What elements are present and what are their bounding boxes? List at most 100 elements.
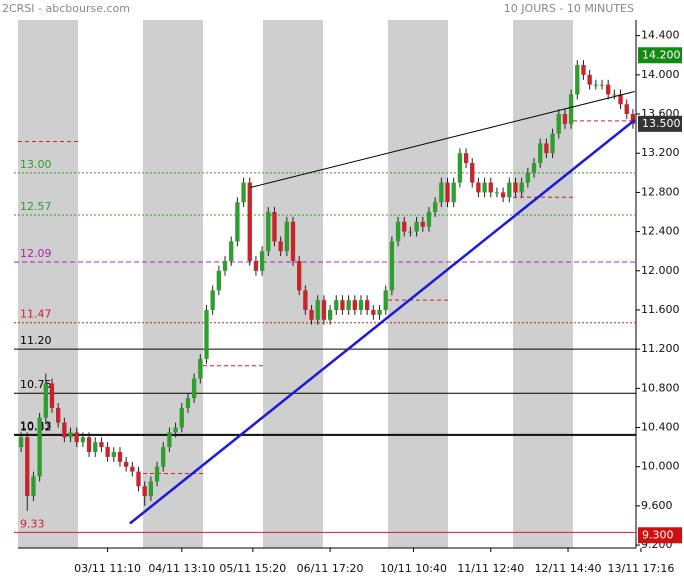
candle-body — [519, 182, 524, 193]
candle-body — [80, 437, 86, 443]
candle-body — [500, 192, 506, 198]
candle-body — [538, 143, 543, 164]
price-badge — [638, 115, 682, 132]
candle-body — [525, 172, 531, 183]
level-label: 10.75 — [20, 378, 52, 391]
y-tick-label: 10.400 — [641, 421, 680, 434]
candle-body — [476, 182, 481, 193]
x-tick-label: 11/11 12:40 — [457, 562, 524, 575]
candle-body — [346, 300, 351, 310]
level-label: 12.09 — [20, 247, 52, 260]
candle-body — [247, 182, 252, 261]
day-band — [143, 20, 203, 548]
candle-body — [259, 251, 265, 271]
x-tick-label: 13/11 17:16 — [607, 562, 674, 575]
candle-body — [358, 300, 364, 310]
candle-body — [161, 447, 166, 467]
candle-body — [426, 212, 432, 227]
candle-body — [123, 461, 129, 467]
candle-body — [191, 378, 197, 399]
day-band — [263, 20, 323, 548]
price-badge-label: 13.500 — [642, 117, 681, 130]
candle-body — [297, 260, 302, 291]
candle-body — [457, 153, 463, 183]
candle-body — [167, 432, 172, 448]
x-tick-label: 05/11 15:20 — [219, 562, 286, 575]
day-band — [388, 20, 448, 548]
candle-body — [315, 300, 320, 320]
candle-body — [593, 84, 598, 86]
candle-body — [31, 476, 36, 497]
candle-body — [513, 182, 518, 193]
candle-body — [630, 114, 636, 124]
candle-body — [210, 290, 215, 310]
candle-body — [303, 290, 308, 310]
candle-body — [321, 300, 327, 320]
candle-body — [451, 182, 456, 203]
candle-body — [222, 260, 228, 271]
x-tick-label: 12/11 14:40 — [535, 562, 602, 575]
candle-body — [37, 417, 42, 477]
y-tick-label: 11.600 — [641, 303, 680, 316]
y-tick-label: 12.000 — [641, 264, 680, 277]
candle-body — [290, 221, 296, 261]
y-tick-label: 10.000 — [641, 460, 680, 473]
candle-body — [111, 452, 116, 457]
candle-body — [531, 163, 537, 173]
candle-body — [544, 143, 549, 154]
candle-body — [414, 221, 419, 232]
candle-body — [575, 65, 580, 95]
candle-body — [402, 221, 407, 232]
trend-line — [129, 118, 636, 525]
candle-body — [68, 432, 73, 438]
y-tick-label: 12.400 — [641, 225, 680, 238]
candle-body — [581, 65, 586, 75]
candle-body — [383, 290, 388, 310]
candle-body — [494, 192, 500, 194]
candle-body — [154, 466, 160, 482]
candle-body — [550, 133, 555, 154]
candle-body — [488, 182, 493, 193]
x-tick-label: 06/11 17:20 — [297, 562, 364, 575]
chart-subtitle: 10 JOURS - 10 MINUTES — [504, 2, 634, 15]
candle-body — [352, 300, 357, 310]
x-tick-label: 03/11 11:10 — [74, 562, 141, 575]
candle-body — [278, 241, 283, 252]
candle-body — [229, 241, 234, 261]
y-tick-label: 14.000 — [641, 68, 680, 81]
chart-title: 2CRSI - abcbourse.com — [2, 2, 130, 15]
candle-body — [568, 94, 574, 124]
candle-body — [272, 212, 277, 242]
candle-body — [241, 182, 246, 203]
candle-body — [142, 486, 147, 497]
level-label: 11.47 — [20, 308, 52, 321]
candle-body — [340, 300, 345, 310]
candle-body — [389, 241, 395, 291]
candle-body — [173, 427, 178, 433]
day-band — [513, 20, 573, 548]
y-tick-label: 12.800 — [641, 185, 680, 198]
candle-body — [309, 309, 314, 320]
candle-body — [148, 481, 154, 497]
candle-body — [136, 471, 141, 487]
level-label: 9.33 — [20, 517, 45, 530]
candle-body — [185, 398, 191, 408]
candle-body — [56, 407, 61, 423]
candle-body — [618, 94, 623, 105]
candle-body — [105, 447, 110, 457]
level-label: 13.00 — [20, 158, 52, 171]
candle-body — [606, 84, 611, 95]
candle-body — [420, 221, 425, 227]
candle-body — [74, 432, 79, 443]
candle-body — [377, 309, 382, 315]
candle-body — [334, 300, 339, 310]
candle-body — [482, 182, 487, 193]
candle-body — [204, 309, 209, 359]
candle-body — [216, 270, 222, 291]
candle-body — [327, 309, 333, 320]
level-label: 10.32 — [20, 420, 52, 433]
y-tick-label: 14.400 — [641, 29, 680, 42]
candle-body — [25, 437, 30, 497]
